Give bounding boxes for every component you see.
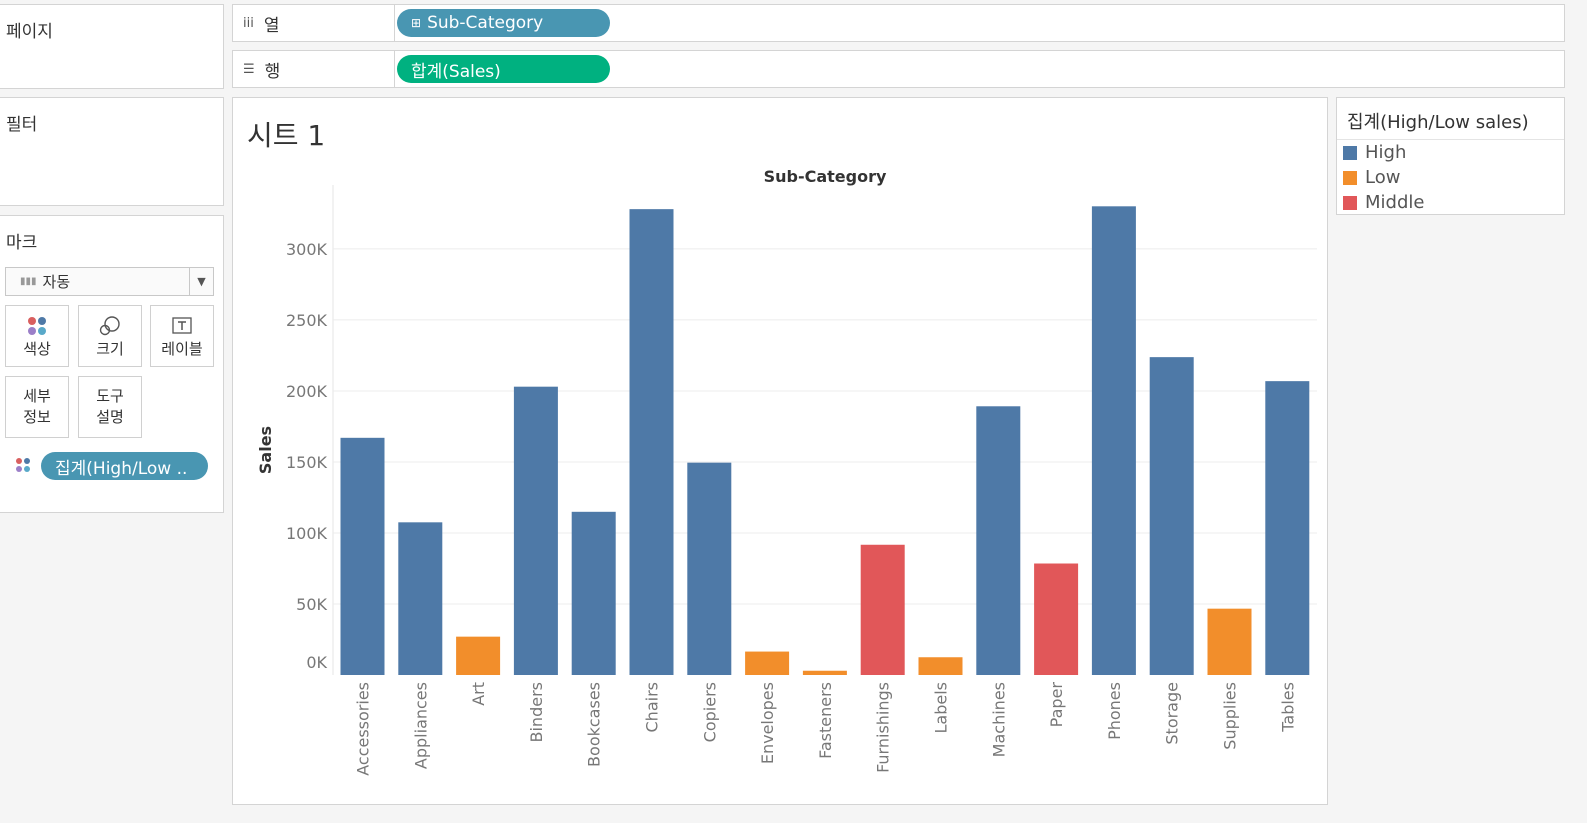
columns-field-pill[interactable]: ⊞ Sub-Category (397, 9, 610, 37)
columns-field-label: Sub-Category (427, 13, 544, 33)
legend-item-low[interactable]: Low (1343, 167, 1400, 188)
y-tick-label: 0K (306, 653, 327, 672)
size-button[interactable]: 크기 (78, 305, 142, 367)
chevron-down-icon[interactable]: ▼ (189, 268, 213, 295)
plus-box-icon: ⊞ (411, 16, 422, 30)
x-tick-label: Chairs (643, 682, 662, 732)
x-tick-label: Fasteners (816, 682, 835, 759)
y-tick-label: 150K (286, 453, 328, 472)
bar-storage[interactable] (1149, 357, 1194, 675)
filters-title: 필터 (6, 115, 38, 135)
x-tick-label: Supplies (1221, 682, 1240, 750)
sheet-title: 시트 1 (247, 119, 326, 152)
legend-item-high[interactable]: High (1343, 142, 1406, 163)
marks-panel: 마크 ▮▮▮ 자동 ▼ 색상 크기 (0, 215, 224, 513)
bar-accessories[interactable] (340, 437, 385, 675)
marks-title: 마크 (6, 233, 38, 253)
columns-label-text: 열 (263, 15, 280, 36)
rows-label-text: 행 (264, 61, 281, 82)
color-encoding-row: 집계(High/Low .. (16, 452, 216, 480)
x-tick-label: Storage (1163, 682, 1182, 745)
filters-panel[interactable]: 필터 (0, 97, 224, 206)
x-tick-label: Copiers (700, 682, 719, 742)
color-button-label: 색상 (23, 339, 51, 358)
rows-shelf-label: ☰ 행 (233, 51, 395, 87)
bar-bookcases[interactable] (571, 511, 616, 675)
bar-fasteners[interactable] (802, 670, 847, 675)
legend-swatch (1343, 170, 1357, 185)
legend-item-label: High (1365, 142, 1407, 163)
chart-title: Sub-Category (764, 167, 887, 186)
legend-item-label: Low (1365, 167, 1401, 188)
bar-chart: 0K 50K 100K 150K 200K 250K 300K Sub-Category Sal… (256, 167, 1317, 776)
color-legend: 집계(High/Low sales) High Low Middle (1336, 97, 1565, 215)
bar-chart-icon: ▮▮▮ (20, 276, 37, 287)
columns-shelf-label: iii 열 (233, 5, 395, 41)
rows-shelf[interactable]: ☰ 행 합계(Sales) (232, 50, 1565, 88)
mark-type-dropdown[interactable]: ▮▮▮ 자동 ▼ (5, 267, 214, 296)
bar-binders[interactable] (513, 386, 558, 675)
bar-chairs[interactable] (629, 209, 674, 675)
legend-title: 집계(High/Low sales) (1347, 112, 1529, 133)
bar-copiers[interactable] (687, 462, 732, 675)
legend-swatch (1343, 145, 1357, 160)
y-tick-label: 100K (286, 524, 328, 543)
text-label-icon (172, 316, 192, 334)
y-tick-label: 200K (286, 382, 328, 401)
bar-machines[interactable] (976, 406, 1021, 675)
y-tick-label: 50K (296, 595, 327, 614)
detail-button-label: 세부 정보 (23, 387, 51, 426)
bar-furnishings[interactable] (860, 544, 905, 675)
x-tick-label: Tables (1278, 682, 1297, 733)
mark-type-value: 자동 (42, 273, 71, 291)
size-icon (99, 315, 120, 335)
legend-swatch (1343, 195, 1357, 210)
x-tick-label: Binders (527, 682, 546, 742)
bar-phones[interactable] (1091, 206, 1136, 675)
legend-item-middle[interactable]: Middle (1343, 192, 1424, 213)
sheet-view: 시트 1 0K 50K 100K 150K 200K 250K 300K Sub-Catego… (232, 97, 1328, 805)
pages-title: 페이지 (6, 22, 53, 42)
x-tick-label: Machines (989, 682, 1008, 757)
color-dots-icon (26, 315, 48, 337)
x-tick-label: Accessories (354, 682, 373, 776)
bar-tables[interactable] (1265, 381, 1310, 675)
bar-paper[interactable] (1034, 563, 1079, 675)
color-button[interactable]: 색상 (5, 305, 69, 367)
detail-button[interactable]: 세부 정보 (5, 376, 69, 438)
color-encoding-icon (16, 458, 32, 474)
x-tick-label: Bookcases (585, 682, 604, 767)
x-tick-label: Phones (1105, 682, 1124, 740)
y-tick-label: 250K (286, 311, 328, 330)
tooltip-button-label: 도구 설명 (96, 387, 124, 426)
bar-art[interactable] (456, 636, 501, 675)
columns-icon: iii (243, 15, 254, 31)
y-axis-label: Sales (256, 426, 275, 474)
color-field-pill[interactable]: 집계(High/Low .. (41, 452, 208, 480)
x-tick-label: Art (469, 682, 488, 706)
x-tick-label: Paper (1047, 682, 1066, 728)
x-tick-label: Envelopes (758, 682, 777, 764)
tooltip-button[interactable]: 도구 설명 (78, 376, 142, 438)
x-tick-label: Appliances (411, 682, 430, 769)
bar-envelopes[interactable] (745, 651, 790, 675)
rows-icon: ☰ (243, 61, 255, 77)
rows-field-label: 합계(Sales) (411, 61, 501, 82)
legend-item-label: Middle (1365, 192, 1425, 213)
size-button-label: 크기 (96, 339, 124, 358)
bar-appliances[interactable] (398, 522, 443, 675)
pages-panel[interactable]: 페이지 (0, 4, 224, 89)
x-tick-label: Furnishings (874, 682, 893, 773)
color-field-pill-label: 집계(High/Low .. (55, 458, 188, 479)
y-tick-label: 300K (286, 240, 328, 259)
bar-supplies[interactable] (1207, 608, 1252, 675)
rows-field-pill[interactable]: 합계(Sales) (397, 55, 610, 83)
bar-labels[interactable] (918, 657, 963, 675)
label-button-label: 레이블 (161, 339, 203, 358)
label-button[interactable]: 레이블 (150, 305, 214, 367)
columns-shelf[interactable]: iii 열 ⊞ Sub-Category (232, 4, 1565, 42)
x-tick-label: Labels (932, 682, 951, 734)
